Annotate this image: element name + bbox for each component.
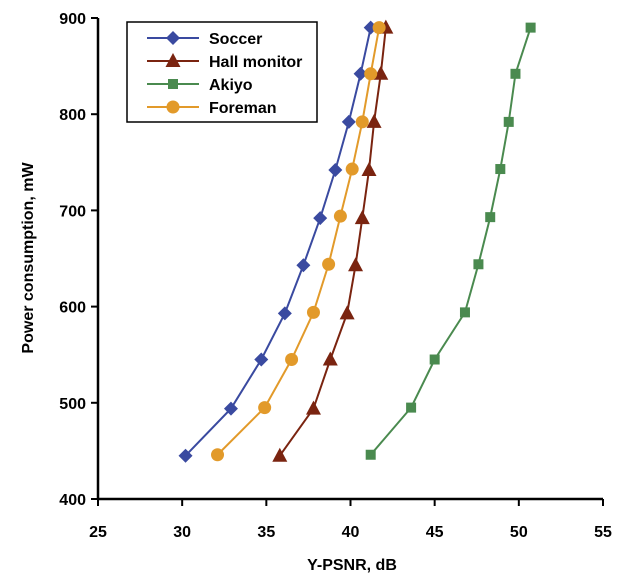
data-point xyxy=(429,354,440,365)
series-hall-monitor xyxy=(272,19,394,462)
x-tick-label: 45 xyxy=(426,524,444,541)
y-tick-label: 500 xyxy=(59,396,86,413)
series-foreman xyxy=(211,21,386,462)
x-axis-ticks: 25 30 35 40 45 50 55 xyxy=(89,499,612,541)
data-point xyxy=(322,257,336,271)
data-point xyxy=(333,209,347,223)
legend: Soccer Hall monitor Akiyo Foreman xyxy=(126,21,318,123)
y-tick-label: 800 xyxy=(59,107,86,124)
legend-label: Akiyo xyxy=(209,77,253,94)
data-point xyxy=(211,448,225,462)
data-point xyxy=(328,162,343,177)
data-point xyxy=(178,448,193,463)
data-point xyxy=(348,257,364,272)
y-axis-title: Power consumption, mW xyxy=(20,162,37,354)
data-point xyxy=(373,65,389,80)
data-point xyxy=(258,401,272,415)
x-tick-label: 55 xyxy=(594,524,612,541)
data-point xyxy=(277,306,292,321)
series-line xyxy=(216,27,381,456)
legend-marker xyxy=(168,79,178,89)
data-point xyxy=(364,67,378,81)
series-akiyo xyxy=(365,22,536,460)
data-point xyxy=(361,161,377,176)
data-point xyxy=(459,307,470,318)
x-tick-label: 25 xyxy=(89,524,107,541)
series-line xyxy=(278,27,387,457)
data-point xyxy=(503,116,514,127)
data-point xyxy=(305,400,321,415)
y-tick-label: 700 xyxy=(59,203,86,220)
data-point xyxy=(313,211,328,226)
x-tick-label: 40 xyxy=(342,524,360,541)
data-point xyxy=(341,114,356,129)
y-axis-ticks: 400 500 600 700 800 900 xyxy=(59,11,98,509)
data-point xyxy=(272,447,288,462)
legend-item: Akiyo xyxy=(147,77,253,94)
data-point xyxy=(473,259,484,270)
data-point xyxy=(366,113,382,128)
data-point xyxy=(285,353,299,367)
x-tick-label: 35 xyxy=(257,524,275,541)
data-point xyxy=(345,162,359,176)
data-point xyxy=(372,21,386,35)
legend-marker xyxy=(166,100,180,114)
series-line xyxy=(369,27,532,456)
legend-label: Foreman xyxy=(209,100,277,117)
series-soccer xyxy=(178,20,378,463)
series-line xyxy=(184,27,372,457)
legend-marker xyxy=(166,31,180,45)
data-point xyxy=(339,305,355,320)
legend-label: Soccer xyxy=(209,31,262,48)
data-point xyxy=(525,22,536,33)
data-point xyxy=(355,115,369,129)
data-point xyxy=(354,210,370,225)
data-point xyxy=(322,351,338,366)
y-tick-label: 600 xyxy=(59,300,86,317)
legend-item: Hall monitor xyxy=(147,53,302,71)
data-point xyxy=(223,401,238,416)
data-point xyxy=(406,402,417,413)
x-tick-label: 50 xyxy=(510,524,528,541)
data-point xyxy=(296,258,311,273)
x-tick-label: 30 xyxy=(173,524,191,541)
data-point xyxy=(365,449,376,460)
legend-label: Hall monitor xyxy=(209,54,302,71)
data-point xyxy=(353,66,368,81)
data-point xyxy=(254,352,269,367)
x-axis-title: Y-PSNR, dB xyxy=(307,557,397,574)
data-point xyxy=(306,305,320,319)
plot-series xyxy=(178,19,536,463)
y-tick-label: 900 xyxy=(59,11,86,28)
legend-item: Foreman xyxy=(147,100,277,117)
y-tick-label: 400 xyxy=(59,492,86,509)
legend-item: Soccer xyxy=(147,31,262,48)
data-point xyxy=(495,164,506,175)
data-point xyxy=(510,68,521,79)
data-point xyxy=(485,212,496,223)
legend-marker xyxy=(165,53,181,67)
